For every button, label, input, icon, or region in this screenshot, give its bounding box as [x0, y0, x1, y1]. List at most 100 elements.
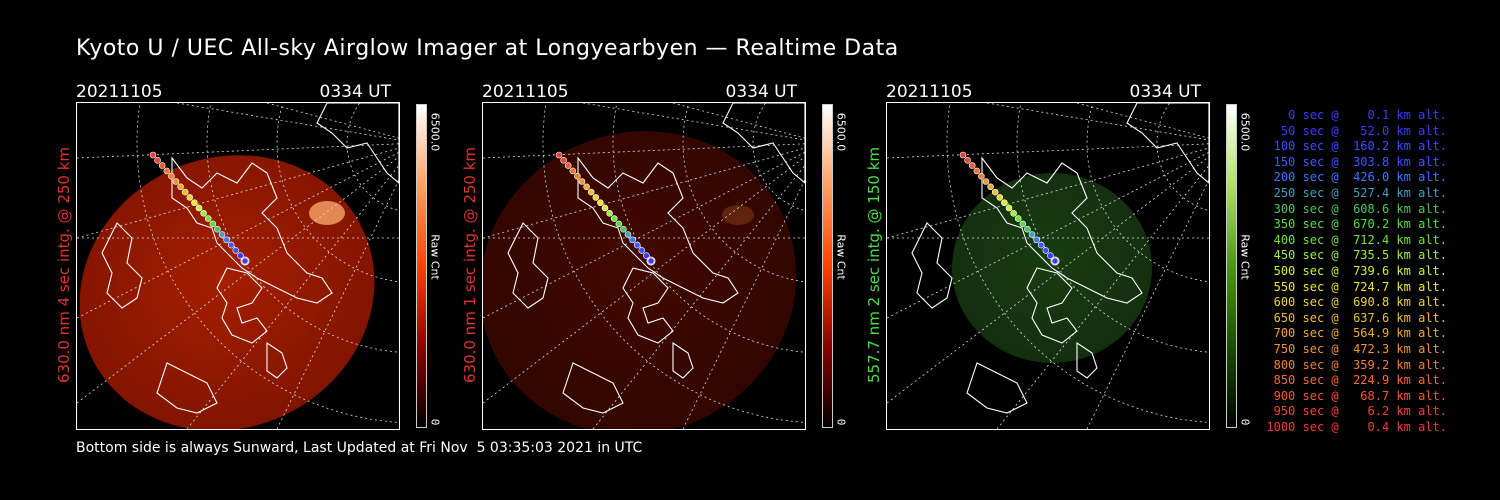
panel-time: 0334 UT	[1129, 82, 1202, 102]
panel-1: 20211105 0334 UT 630.0 nm 4 sec intg. @ …	[55, 82, 466, 432]
allsky-image[interactable]	[886, 102, 1210, 430]
ylabel-text: 630.0 nm 1 sec intg. @ 250 km	[461, 146, 479, 384]
allsky-map-svg	[483, 103, 805, 429]
panel-time: 0334 UT	[725, 82, 798, 102]
colorbar-unit: Raw Cnt	[1238, 222, 1252, 292]
colorbar-min-text: 0	[428, 418, 442, 426]
trajectory-point	[186, 194, 194, 201]
legend-entry: 750 sec @ 472.3 km alt.	[1266, 341, 1447, 356]
airglow-field	[79, 155, 375, 429]
legend-entry: 850 sec @ 224.9 km alt.	[1266, 373, 1447, 388]
coastline	[507, 103, 805, 414]
trajectory-point	[597, 199, 604, 206]
colorbar-min: 0	[834, 415, 848, 429]
legend-entry: 800 sec @ 359.2 km alt.	[1266, 357, 1447, 372]
trajectory-point	[1042, 247, 1050, 254]
colorbar-unit: Raw Cnt	[428, 222, 442, 292]
page-title: Kyoto U / UEC All-sky Airglow Imager at …	[76, 36, 899, 61]
station-marker	[240, 256, 250, 266]
legend-entry: 900 sec @ 68.7 km alt.	[1266, 388, 1447, 403]
legend-entry: 200 sec @ 426.0 km alt.	[1266, 170, 1447, 185]
trajectory-point	[1028, 231, 1036, 238]
trajectory-point	[237, 252, 244, 259]
legend-entry: 500 sec @ 739.6 km alt.	[1266, 263, 1447, 278]
trajectory-legend: 0 sec @ 0.1 km alt. 50 sec @ 52.0 km alt…	[1262, 108, 1447, 435]
colorbar	[1226, 104, 1237, 428]
legend-entry: 100 sec @ 160.2 km alt.	[1266, 139, 1447, 154]
trajectory-point	[218, 231, 226, 238]
ylabel-text: 557.7 nm 2 sec intg. @ 150 km	[865, 146, 883, 384]
aurora-patch	[722, 205, 754, 225]
trajectory-point	[158, 162, 166, 169]
colorbar-unit-text: Raw Cnt	[428, 234, 442, 280]
geo-grid	[887, 103, 1209, 429]
allsky-map-svg	[77, 103, 399, 429]
station-marker	[646, 256, 656, 266]
panel-2: 20211105 0334 UT 630.0 nm 1 sec intg. @ …	[461, 82, 872, 432]
legend-entry: 50 sec @ 52.0 km alt.	[1266, 123, 1447, 138]
trajectory-point	[1037, 241, 1045, 249]
trajectory-point	[241, 257, 249, 265]
legend-entry: 0 sec @ 0.1 km alt.	[1266, 108, 1447, 122]
geo-grid	[77, 103, 399, 429]
trajectory-point	[592, 194, 600, 201]
trajectory-point	[587, 188, 595, 196]
trajectory-point	[578, 178, 586, 185]
panel-ylabel: 557.7 nm 2 sec intg. @ 150 km	[864, 102, 884, 428]
trajectory-point	[601, 204, 609, 212]
legend-entry: 300 sec @ 608.6 km alt.	[1266, 201, 1447, 216]
trajectory-point	[181, 188, 189, 196]
colorbar-min-text: 0	[1238, 418, 1252, 426]
colorbar-unit: Raw Cnt	[834, 222, 848, 292]
trajectory	[555, 151, 656, 266]
aurora-patch	[309, 201, 345, 225]
legend-entry: 250 sec @ 527.4 km alt.	[1266, 185, 1447, 200]
panel-ylabel: 630.0 nm 1 sec intg. @ 250 km	[460, 102, 480, 428]
trajectory-point	[610, 215, 618, 222]
colorbar-max: 6500.0	[834, 102, 848, 162]
legend-entry: 550 sec @ 724.7 km alt.	[1266, 279, 1447, 294]
trajectory-point	[569, 167, 577, 175]
panel-ylabel: 630.0 nm 4 sec intg. @ 250 km	[54, 102, 74, 428]
trajectory-point	[200, 210, 207, 217]
trajectory-point	[172, 178, 180, 185]
trajectory-point	[149, 151, 157, 159]
trajectory-point	[982, 178, 990, 185]
colorbar-unit-text: Raw Cnt	[834, 234, 848, 280]
trajectory-point	[555, 151, 563, 159]
trajectory-point	[195, 204, 203, 212]
legend-entry: 450 sec @ 735.5 km alt.	[1266, 248, 1447, 263]
panel-date: 20211105	[482, 82, 569, 102]
trajectory-point	[1014, 215, 1022, 222]
trajectory-point	[191, 199, 198, 206]
colorbar-min: 0	[428, 415, 442, 429]
trajectory-point	[964, 156, 971, 164]
allsky-image[interactable]	[76, 102, 400, 430]
legend-entry: 350 sec @ 670.2 km alt.	[1266, 217, 1447, 232]
legend-entry: 600 sec @ 690.8 km alt.	[1266, 295, 1447, 310]
geo-grid	[483, 103, 805, 429]
legend-entry: 950 sec @ 6.2 km alt.	[1266, 404, 1447, 419]
ylabel-text: 630.0 nm 4 sec intg. @ 250 km	[55, 146, 73, 384]
trajectory-point	[1010, 210, 1017, 217]
trajectory-point	[991, 188, 999, 196]
legend-entry: 150 sec @ 303.8 km alt.	[1266, 154, 1447, 169]
trajectory-point	[987, 183, 994, 191]
panel-date: 20211105	[886, 82, 973, 102]
footer-status: Bottom side is always Sunward, Last Upda…	[76, 440, 643, 456]
trajectory-point	[168, 172, 175, 180]
trajectory-point	[574, 172, 581, 180]
colorbar-max-text: 6500.0	[834, 112, 848, 152]
coastline	[101, 103, 399, 414]
panel-date: 20211105	[76, 82, 163, 102]
trajectory-point	[996, 194, 1004, 201]
trajectory-point	[615, 220, 623, 228]
trajectory-point	[624, 231, 632, 238]
trajectory-point	[163, 167, 171, 175]
panel-time: 0334 UT	[319, 82, 392, 102]
panel-3: 20211105 0334 UT 557.7 nm 2 sec intg. @ …	[865, 82, 1276, 432]
trajectory-point	[1019, 220, 1027, 228]
allsky-image[interactable]	[482, 102, 806, 430]
trajectory-point	[968, 162, 976, 169]
trajectory-point	[227, 241, 235, 249]
